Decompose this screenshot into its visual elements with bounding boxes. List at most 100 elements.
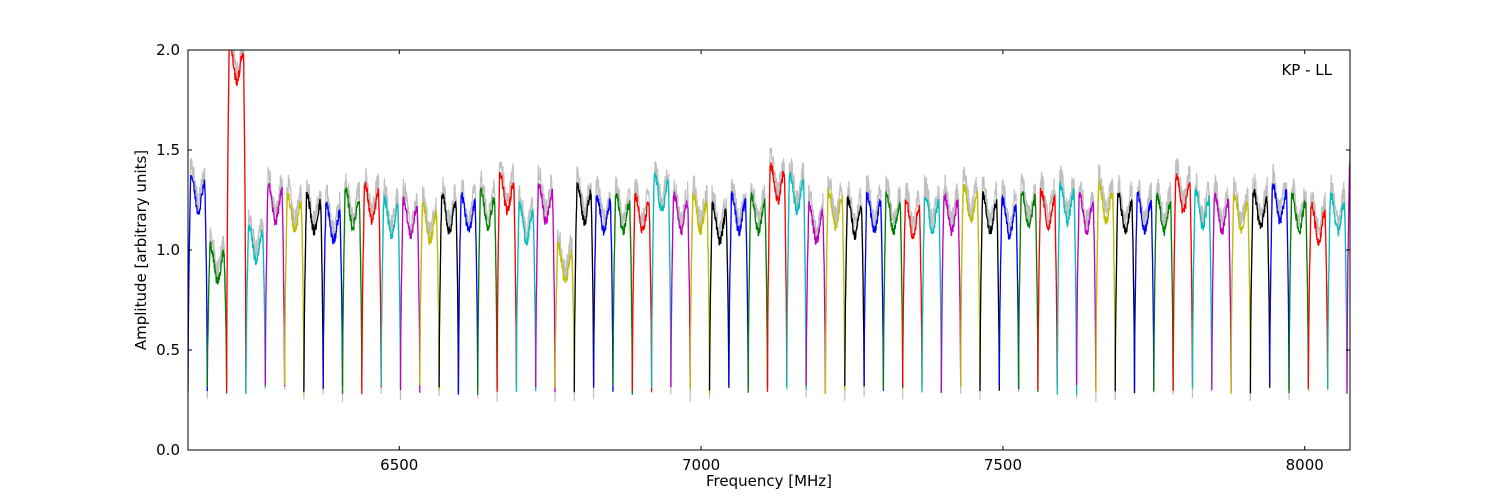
background-trace <box>477 170 498 399</box>
channel-49-trace <box>1114 192 1136 394</box>
channel-44-trace <box>1017 191 1039 392</box>
channel-51-trace <box>1153 192 1174 392</box>
background-trace <box>1018 173 1039 390</box>
channel-60-trace <box>1327 192 1348 390</box>
background-trace <box>188 157 208 397</box>
x-tick-label: 6500 <box>380 456 418 474</box>
background-trace <box>902 182 923 400</box>
channel-11-trace <box>380 195 402 388</box>
channel-20-trace <box>554 241 575 388</box>
background-trace <box>1172 157 1194 399</box>
channel-5-trace <box>264 182 286 387</box>
channel-23-trace <box>612 193 633 395</box>
channel-43-trace <box>998 193 1020 390</box>
channel-7-trace <box>303 192 324 392</box>
background-trace <box>863 175 884 396</box>
channel-62-trace <box>1366 172 1385 391</box>
background-trace <box>1114 175 1136 399</box>
y-tick-label: 2.0 <box>156 41 180 59</box>
channel-52-trace <box>1172 173 1194 391</box>
channel-2-trace <box>206 240 228 389</box>
channel-10-trace <box>361 181 382 395</box>
channel-53-trace <box>1191 188 1213 389</box>
y-tick-label: 0.5 <box>156 341 180 359</box>
channel-6-trace <box>283 192 305 395</box>
channel-32-trace <box>786 171 807 390</box>
y-axis-label: Amplitude [arbitrary units] <box>132 150 150 350</box>
background-trace <box>766 147 788 385</box>
x-tick-label: 8000 <box>1286 456 1324 474</box>
background-trace <box>554 229 575 402</box>
channel-59-trace <box>1307 201 1329 390</box>
background-trace <box>1327 174 1348 391</box>
ticks-layer: 6500 7000 7500 8000 0.0 0.5 1.0 1.5 2.0 <box>156 41 1350 474</box>
y-tick-label: 1.0 <box>156 241 180 259</box>
x-tick-label: 7500 <box>984 456 1022 474</box>
background-trace <box>1424 166 1443 388</box>
channel-39-trace <box>921 195 942 393</box>
background-trace <box>1482 166 1500 397</box>
channel-38-trace <box>902 199 923 388</box>
channel-48-trace <box>1095 180 1116 393</box>
channel-47-trace <box>1075 192 1097 390</box>
y-tick-label: 1.5 <box>156 141 180 159</box>
channel-34-trace <box>824 187 846 395</box>
background-trace <box>1405 177 1424 400</box>
channel-22-trace <box>592 195 614 392</box>
background-trace <box>612 176 633 384</box>
channel-50-trace <box>1133 190 1155 391</box>
channel-19-trace <box>535 182 556 393</box>
channel-3-trace <box>225 50 247 394</box>
channel-66-trace <box>1444 188 1463 395</box>
channel-40-trace <box>940 193 962 394</box>
background-trace <box>206 227 228 399</box>
y-tick-label: 0.0 <box>156 441 180 459</box>
background-trace <box>1153 178 1174 395</box>
channel-8-trace <box>322 201 344 388</box>
channel-41-trace <box>960 183 981 388</box>
channel-46-trace <box>1056 180 1078 395</box>
channel-28-trace <box>708 200 730 391</box>
channel-1-trace <box>188 174 208 393</box>
channel-55-trace <box>1230 193 1252 395</box>
background-trace <box>960 166 981 400</box>
channel-16-trace <box>477 187 498 395</box>
channel-18-trace <box>515 200 537 393</box>
x-tick-label: 7000 <box>682 456 720 474</box>
channel-35-trace <box>844 195 865 387</box>
channel-13-trace <box>419 201 440 391</box>
background-trace <box>1366 157 1385 385</box>
channel-24-trace <box>631 192 653 392</box>
channel-26-trace <box>670 191 691 388</box>
channel-21-trace <box>573 182 595 393</box>
channel-68-trace <box>1482 182 1500 387</box>
channel-27-trace <box>689 192 711 395</box>
channel-15-trace <box>457 191 479 395</box>
channel-57-trace <box>1269 183 1290 390</box>
channel-45-trace <box>1037 187 1058 391</box>
channel-56-trace <box>1249 188 1271 394</box>
channel-67-trace <box>1463 187 1482 394</box>
channel-25-trace <box>650 172 672 389</box>
channel-4-trace <box>245 223 266 394</box>
channel-37-trace <box>882 190 904 390</box>
channel-29-trace <box>728 191 749 389</box>
channel-14-trace <box>438 193 460 393</box>
channel-54-trace <box>1211 192 1232 392</box>
channel-63-trace <box>1386 194 1405 391</box>
channel-30-trace <box>747 192 769 393</box>
channel-17-trace <box>496 171 518 392</box>
channel-31-trace <box>766 162 788 392</box>
channel-36-trace <box>863 191 885 391</box>
channel-64-trace <box>1405 192 1424 392</box>
background-trace <box>535 165 556 402</box>
baseline-annotation: KP - LL <box>1281 61 1332 79</box>
channel-33-trace <box>805 201 827 394</box>
background-trace <box>1463 171 1482 399</box>
x-axis-label: Frequency [MHz] <box>706 472 832 490</box>
channel-42-trace <box>979 191 1000 392</box>
channel-58-trace <box>1288 192 1309 394</box>
channel-9-trace <box>341 187 363 394</box>
background-trace <box>1386 178 1405 389</box>
